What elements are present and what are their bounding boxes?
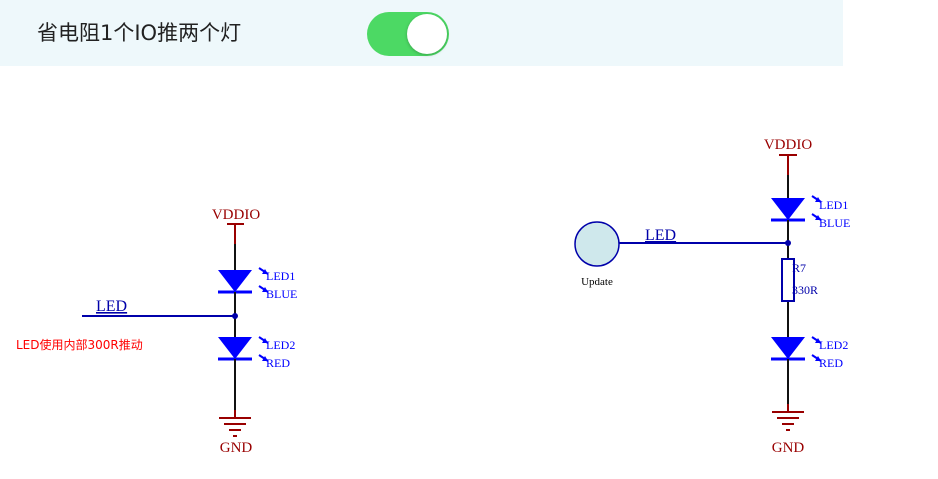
left-power-symbol <box>227 223 244 244</box>
left-junction <box>232 313 238 319</box>
right-led1-symbol <box>771 195 822 228</box>
resistor-r7-value: 330R <box>792 283 818 297</box>
left-led1-symbol <box>218 267 269 300</box>
update-port-circle[interactable] <box>574 221 620 267</box>
right-led1-value: BLUE <box>819 216 850 230</box>
right-junction <box>785 240 791 246</box>
right-led2-ref: LED2 <box>819 338 848 352</box>
left-note-text: LED使用内部300R推动 <box>16 337 143 352</box>
left-net-label: LED <box>96 298 127 315</box>
left-power-label: VDDIO <box>212 207 260 223</box>
left-led1-ref: LED1 <box>266 269 295 283</box>
left-led2-value: RED <box>266 356 290 370</box>
right-circuit: VDDIO LED Update LED1 BLUE R7 330R <box>574 137 850 456</box>
right-ground-symbol <box>772 404 804 431</box>
left-circuit: VDDIO LED LED1 BLUE LED2 RED LED使用内部3 <box>16 207 297 456</box>
left-led1-value: BLUE <box>266 287 297 301</box>
header-bar: 省电阻1个IO推两个灯 <box>0 0 843 66</box>
right-led2-symbol <box>771 336 822 368</box>
resistor-r7-ref: R7 <box>792 261 806 275</box>
left-ground-symbol <box>219 410 251 437</box>
update-port-label: Update <box>581 276 613 288</box>
enable-toggle[interactable] <box>367 12 449 56</box>
left-led2-symbol <box>218 336 269 368</box>
right-ground-label: GND <box>772 440 805 456</box>
right-led2-value: RED <box>819 356 843 370</box>
left-ground-label: GND <box>220 440 253 456</box>
left-led2-ref: LED2 <box>266 338 295 352</box>
right-net-label: LED <box>645 227 676 244</box>
toggle-knob[interactable] <box>407 14 447 54</box>
right-led1-ref: LED1 <box>819 198 848 212</box>
header-title: 省电阻1个IO推两个灯 <box>37 21 242 45</box>
resistor-r7-symbol <box>781 258 795 302</box>
right-power-symbol <box>779 154 797 175</box>
right-power-label: VDDIO <box>764 137 812 153</box>
